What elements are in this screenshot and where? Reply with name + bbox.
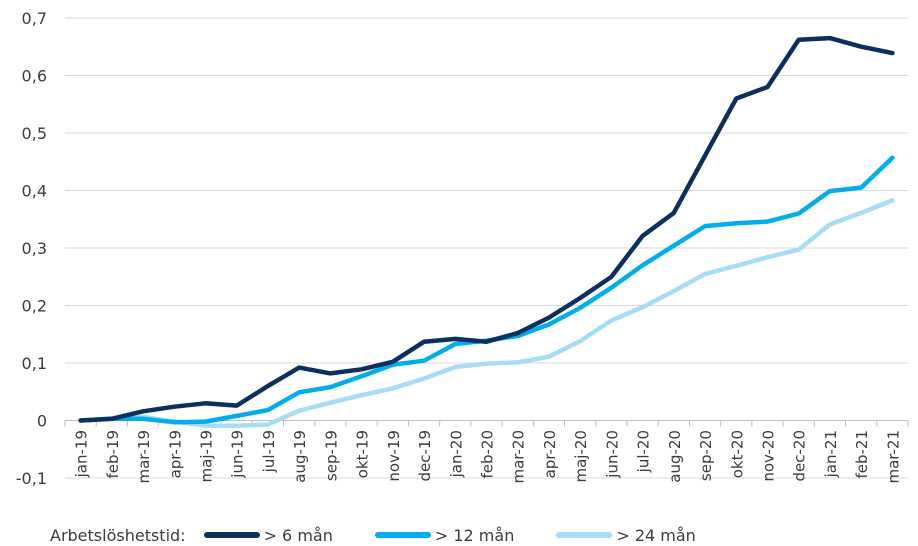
x-tick-label: jun-20 — [603, 430, 621, 479]
y-axis-ticks: -0,1 0 0,1 0,2 0,3 0,4 0,5 0,6 0,7 — [16, 9, 47, 488]
legend-swatch-series-2 — [374, 532, 431, 538]
gridlines — [65, 17, 908, 479]
series-line-3 — [78, 198, 895, 428]
legend-title: Arbetslöshetstid: — [50, 525, 186, 545]
legend: Arbetslöshetstid: > 6 mån > 12 mån > 24 … — [50, 524, 738, 546]
x-axis-ticks: jan-19 feb-19 mar-19 apr-19 maj-19 jun-19 jul-… — [73, 430, 903, 484]
legend-label-series-2: > 12 mån — [434, 525, 515, 545]
legend-item-series-2: > 12 mån — [374, 525, 515, 545]
x-tick-label: jul-19 — [260, 430, 278, 473]
x-tick-label: dec-19 — [416, 430, 434, 482]
series-line-1 — [78, 35, 895, 423]
x-tick-label: feb-20 — [479, 430, 497, 479]
x-tick-label: feb-21 — [853, 430, 871, 479]
x-tick-label: aug-19 — [291, 430, 309, 483]
y-tick-label: 0,2 — [22, 297, 47, 316]
legend-item-series-1: > 6 mån — [203, 525, 333, 545]
x-tick-label: maj-20 — [572, 430, 590, 482]
x-tick-label: jul-20 — [635, 430, 653, 473]
x-tick-label: nov-19 — [385, 430, 403, 482]
x-tick-label: dec-20 — [791, 430, 809, 482]
series-lines — [78, 35, 895, 428]
x-tick-label: nov-20 — [760, 430, 778, 482]
x-tick-label: feb-19 — [104, 430, 122, 479]
y-tick-label: 0,6 — [22, 67, 47, 86]
x-tick-label: mar-21 — [884, 430, 902, 484]
legend-label-series-1: > 6 mån — [263, 525, 333, 545]
x-tick-label: jan-21 — [822, 430, 840, 478]
legend-swatch-series-3 — [556, 532, 613, 538]
x-tick-label: aug-20 — [666, 430, 684, 483]
x-tick-label: jan-20 — [447, 430, 465, 478]
y-tick-label: 0,1 — [22, 354, 47, 373]
x-tick-label: okt-19 — [354, 430, 372, 478]
x-tick-label: sep-19 — [322, 430, 340, 481]
x-tick-label: mar-20 — [510, 430, 528, 484]
x-tick-label: jan-19 — [73, 430, 91, 478]
series-line-2 — [78, 155, 895, 425]
line-chart: -0,1 0 0,1 0,2 0,3 0,4 0,5 0,6 0,7 jan-19 feb-19 m… — [16, 9, 909, 488]
legend-label-series-3: > 24 mån — [616, 525, 696, 545]
y-tick-label: 0,3 — [22, 239, 47, 258]
legend-swatch-series-1 — [203, 532, 260, 538]
x-tick-label: apr-20 — [541, 430, 559, 478]
y-tick-label: 0,5 — [22, 124, 47, 143]
y-tick-label: -0,1 — [16, 469, 47, 488]
x-tick-label: apr-19 — [166, 430, 184, 478]
x-tick-label: okt-20 — [728, 430, 746, 478]
y-tick-label: 0,7 — [22, 9, 47, 28]
x-tick-label: sep-20 — [697, 430, 715, 481]
x-tick-label: jun-19 — [229, 430, 247, 479]
x-tick-label: maj-19 — [198, 430, 216, 482]
y-tick-label: 0,4 — [22, 182, 47, 201]
legend-item-series-3: > 24 mån — [556, 525, 696, 545]
x-tick-label: mar-19 — [135, 430, 153, 484]
y-tick-label: 0 — [37, 412, 47, 431]
